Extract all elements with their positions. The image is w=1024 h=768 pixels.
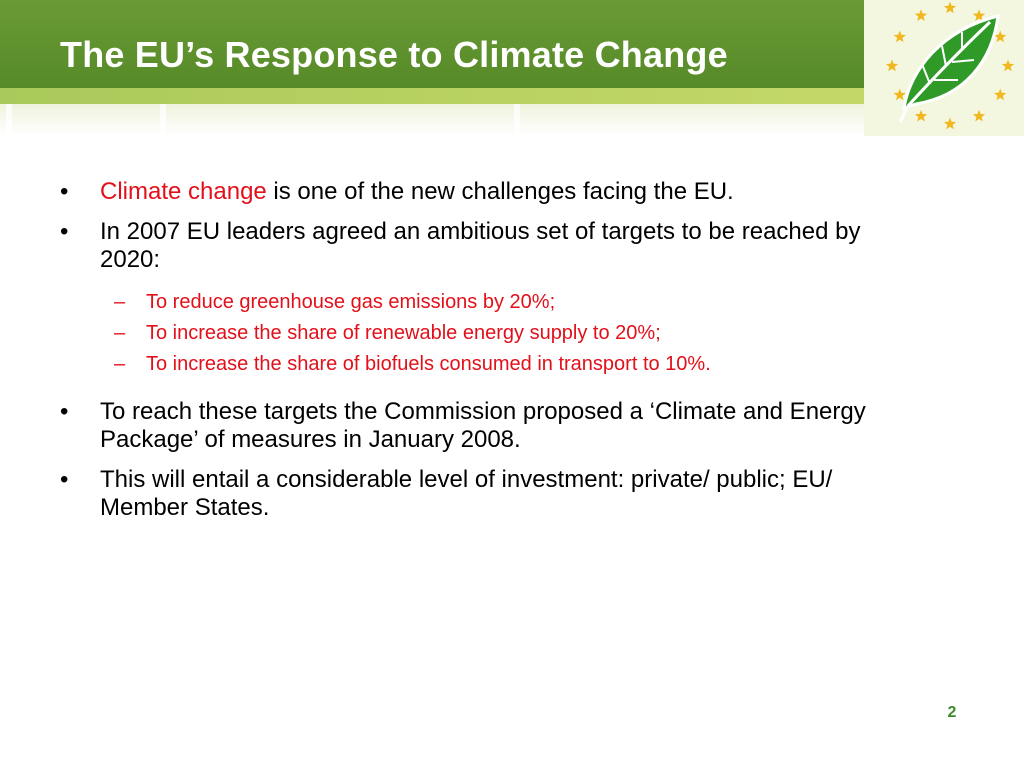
dash-marker: –	[114, 291, 126, 313]
header-seam	[6, 104, 12, 136]
star-icon	[943, 117, 957, 130]
star-icon	[994, 30, 1007, 43]
page-number: 2	[947, 704, 957, 721]
highlight-text: Climate change	[100, 178, 267, 205]
sub-bullet-text: To reduce greenhouse gas emissions by 20…	[146, 291, 556, 313]
header-stripe	[0, 88, 1024, 104]
star-icon	[1001, 59, 1015, 72]
star-icon	[994, 88, 1007, 101]
sub-bullet-text: To increase the share of biofuels consum…	[146, 353, 711, 375]
star-icon	[893, 88, 906, 101]
star-icon	[972, 109, 986, 122]
bullet-item: • This will entail a considerable level …	[60, 466, 920, 522]
bullet-marker: •	[60, 218, 69, 245]
sub-bullet-list: – To reduce greenhouse gas emissions by …	[106, 288, 920, 378]
bullet-marker: •	[60, 466, 69, 493]
header-seam	[160, 104, 166, 136]
bullet-item: • To reach these targets the Commission …	[60, 398, 920, 454]
sub-bullet-item: – To reduce greenhouse gas emissions by …	[106, 288, 920, 316]
bullet-text: To reach these targets the Commission pr…	[100, 398, 866, 453]
bullet-text: This will entail a considerable level of…	[100, 466, 833, 521]
dash-marker: –	[114, 353, 126, 375]
bullet-list: • Climate change is one of the new chall…	[60, 178, 920, 534]
bullet-text: is one of the new challenges facing the …	[266, 178, 734, 205]
bullet-marker: •	[60, 398, 69, 425]
bullet-item: • In 2007 EU leaders agreed an ambitious…	[60, 218, 920, 378]
bullet-item: • Climate change is one of the new chall…	[60, 178, 920, 206]
sub-bullet-item: – To increase the share of renewable ene…	[106, 319, 920, 347]
eu-leaf-with-stars-icon	[864, 0, 1024, 136]
star-icon	[885, 59, 899, 72]
star-icon	[914, 9, 928, 22]
bullet-text: In 2007 EU leaders agreed an ambitious s…	[100, 218, 861, 273]
slide-title: The EU’s Response to Climate Change	[60, 34, 728, 75]
star-ring	[885, 1, 1015, 130]
sub-bullet-item: – To increase the share of biofuels cons…	[106, 350, 920, 378]
dash-marker: –	[114, 322, 126, 344]
header-seam	[514, 104, 520, 136]
star-icon	[893, 30, 906, 43]
header-bar	[0, 0, 1024, 88]
bullet-marker: •	[60, 178, 69, 205]
sub-bullet-text: To increase the share of renewable energ…	[146, 322, 661, 344]
star-icon	[943, 1, 957, 14]
star-icon	[972, 9, 986, 22]
star-icon	[914, 109, 928, 122]
header-fade	[0, 104, 1024, 136]
